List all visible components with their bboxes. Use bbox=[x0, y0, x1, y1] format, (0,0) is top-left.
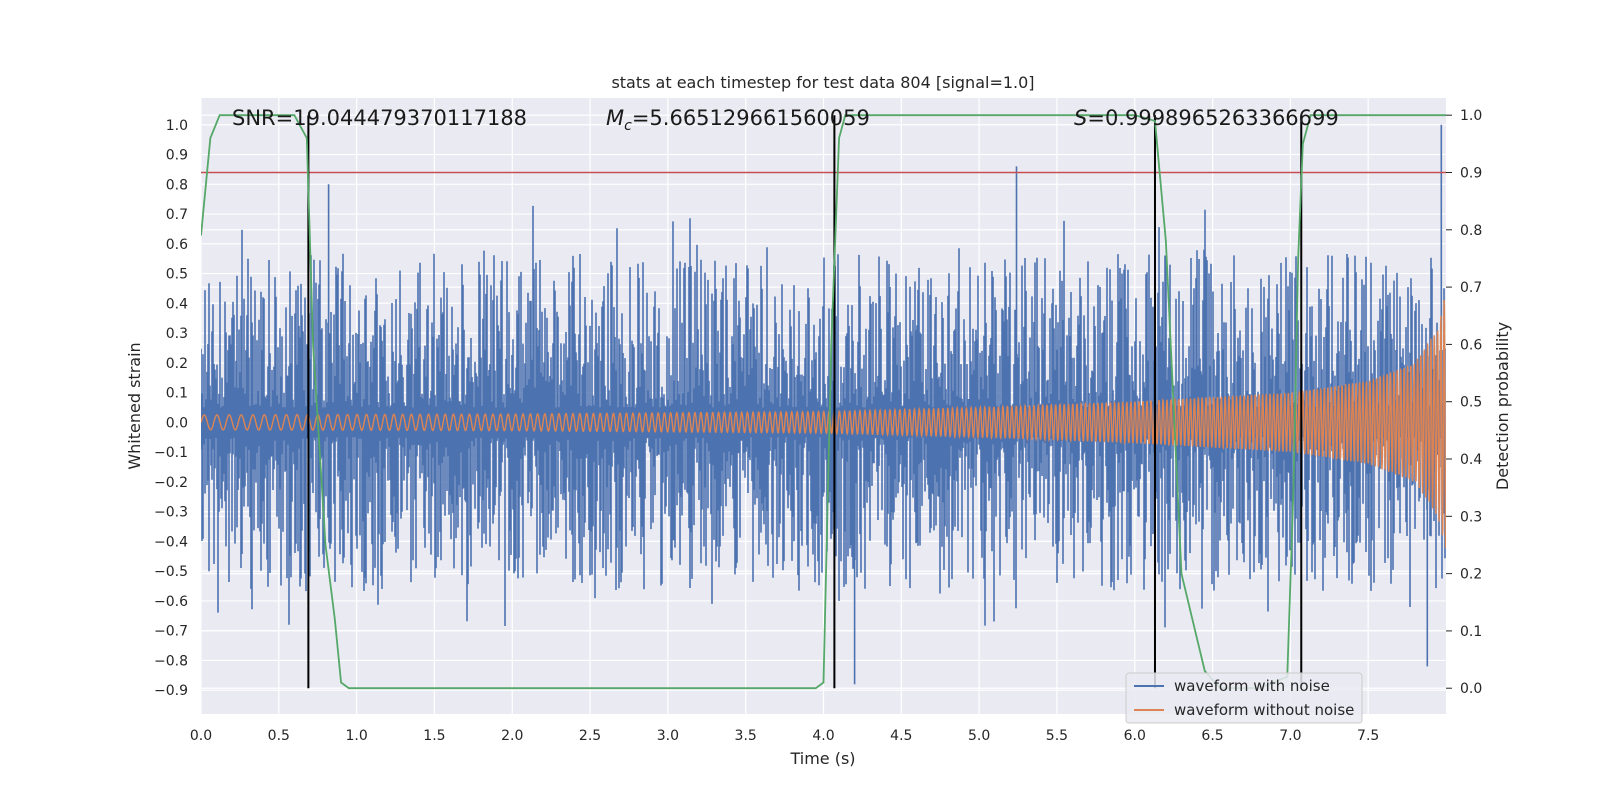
x-tick-label: 7.5 bbox=[1357, 728, 1379, 744]
x-tick-label: 0.5 bbox=[268, 728, 290, 744]
x-tick-label: 4.5 bbox=[890, 728, 912, 744]
x-tick-label: 4.0 bbox=[812, 728, 834, 744]
y-left-tick-label: −0.6 bbox=[154, 594, 188, 610]
detection-probability-line bbox=[201, 114, 1446, 690]
x-tick-label: 0.0 bbox=[190, 728, 212, 744]
x-tick-label: 5.0 bbox=[968, 728, 990, 744]
y-right-tick-label: 0.4 bbox=[1460, 452, 1482, 468]
y-axis-right-ticks: 1.0 0.9 0.8 0.7 0.6 0.5 0.4 0.3 0.2 0.1 0.0 bbox=[1446, 108, 1482, 697]
y-left-tick-label: 0.6 bbox=[166, 237, 188, 253]
x-tick-label: 2.0 bbox=[501, 728, 523, 744]
x-tick-label: 7.0 bbox=[1279, 728, 1301, 744]
y-left-tick-label: 0.7 bbox=[166, 207, 188, 223]
y-left-tick-label: 0.4 bbox=[166, 296, 188, 312]
y-left-tick-label: 1.0 bbox=[166, 118, 188, 134]
chirp-mass-symbol: M bbox=[606, 106, 624, 130]
y-right-tick-label: 0.0 bbox=[1460, 681, 1482, 697]
y-left-tick-label: −0.1 bbox=[154, 445, 188, 461]
x-axis-label: Time (s) bbox=[789, 749, 855, 768]
y-right-tick-label: 0.3 bbox=[1460, 509, 1482, 525]
y-left-tick-label: 0.8 bbox=[166, 177, 188, 193]
y-left-tick-label: −0.8 bbox=[154, 653, 188, 669]
series-detection-probability bbox=[201, 114, 1446, 690]
snr-annotation: SNR=19.044479370117188 bbox=[232, 106, 527, 130]
x-tick-label: 5.5 bbox=[1046, 728, 1068, 744]
x-tick-label: 1.0 bbox=[345, 728, 367, 744]
series-waveform-without-noise bbox=[201, 299, 1446, 548]
y-axis-left-label: Whitened strain bbox=[125, 342, 144, 469]
x-tick-label: 6.0 bbox=[1124, 728, 1146, 744]
score-annotation: S=0.9998965263366699 bbox=[1074, 106, 1339, 130]
legend-label-noise: waveform with noise bbox=[1174, 677, 1330, 695]
y-left-tick-label: −0.4 bbox=[154, 534, 188, 550]
y-right-tick-label: 0.7 bbox=[1460, 280, 1482, 296]
y-left-tick-label: 0.0 bbox=[166, 415, 188, 431]
x-tick-label: 1.5 bbox=[423, 728, 445, 744]
chirp-mass-value: =5.665129661560059 bbox=[632, 106, 870, 130]
legend-box bbox=[1125, 672, 1363, 724]
y-right-tick-label: 0.8 bbox=[1460, 223, 1482, 239]
y-left-tick-label: 0.9 bbox=[166, 148, 188, 164]
legend-label-clean: waveform without noise bbox=[1174, 701, 1354, 719]
y-left-tick-label: 0.5 bbox=[166, 267, 188, 283]
x-axis-ticks: 0.0 0.5 1.0 1.5 2.0 2.5 3.0 3.5 4.0 4.5 5.0 5.5 6.0 6… bbox=[190, 728, 1379, 744]
chart-title: stats at each timestep for test data 804… bbox=[611, 73, 1034, 92]
y-left-tick-label: −0.7 bbox=[154, 624, 188, 640]
y-left-tick-label: 0.2 bbox=[166, 356, 188, 372]
y-left-tick-label: −0.2 bbox=[154, 475, 188, 491]
y-right-tick-label: 0.6 bbox=[1460, 337, 1482, 353]
x-tick-label: 2.5 bbox=[579, 728, 601, 744]
chirp-mass-annotation: Mc=5.665129661560059 bbox=[606, 106, 870, 134]
y-left-tick-label: 0.3 bbox=[166, 326, 188, 342]
legend: waveform with noise waveform without noi… bbox=[1125, 672, 1363, 724]
y-left-tick-label: −0.5 bbox=[154, 564, 188, 580]
y-axis-right-label: Detection probability bbox=[1493, 322, 1512, 490]
chirp-mass-subscript: c bbox=[624, 118, 632, 134]
y-left-tick-label: 0.1 bbox=[166, 386, 188, 402]
y-right-tick-label: 0.9 bbox=[1460, 165, 1482, 181]
y-right-tick-label: 0.2 bbox=[1460, 567, 1482, 583]
y-right-tick-label: 0.1 bbox=[1460, 624, 1482, 640]
score-symbol: S bbox=[1074, 106, 1087, 130]
y-left-tick-label: −0.3 bbox=[154, 505, 188, 521]
y-axis-left-ticks: 1.0 0.9 0.8 0.7 0.6 0.5 0.4 0.3 0.2 0.1 0.0 −0.1 −0.… bbox=[154, 118, 188, 699]
y-left-tick-label: −0.9 bbox=[154, 683, 188, 699]
y-right-tick-label: 0.5 bbox=[1460, 395, 1482, 411]
x-tick-label: 3.5 bbox=[735, 728, 757, 744]
waveform-without-noise-line bbox=[201, 299, 1446, 548]
x-tick-label: 6.5 bbox=[1201, 728, 1223, 744]
x-tick-label: 3.0 bbox=[657, 728, 679, 744]
y-right-tick-label: 1.0 bbox=[1460, 108, 1482, 124]
score-value: =0.9998965263366699 bbox=[1087, 106, 1338, 130]
